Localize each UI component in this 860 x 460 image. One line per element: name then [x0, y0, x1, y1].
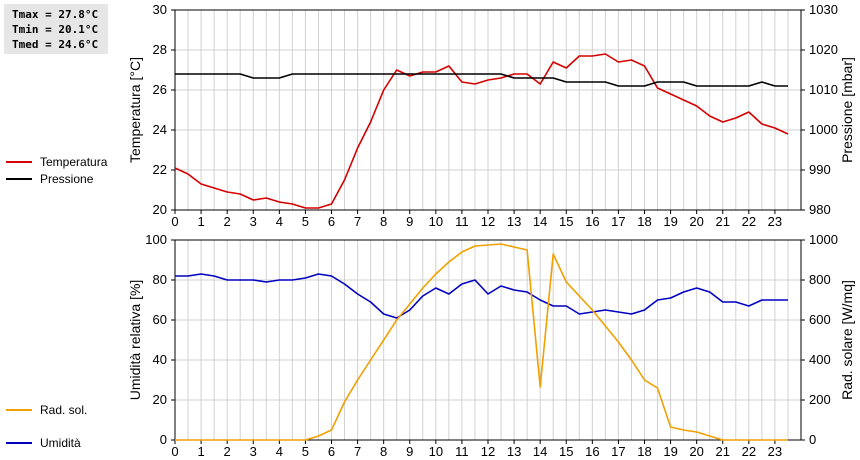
x-tick-label: 21 [716, 444, 730, 459]
x-tick-label: 15 [559, 214, 573, 229]
x-tick-label: 4 [276, 444, 283, 459]
legend-label-rad-sol: Rad. sol. [40, 403, 88, 417]
series-line-umidit [175, 273, 788, 319]
x-tick-label: 18 [637, 214, 651, 229]
y-left-tick-label: 80 [153, 272, 167, 287]
y-left-tick-label: 30 [153, 2, 167, 17]
x-tick-label: 7 [354, 444, 361, 459]
x-tick-label: 17 [611, 444, 625, 459]
x-tick-label: 22 [742, 214, 756, 229]
x-tick-label: 17 [611, 214, 625, 229]
x-tick-label: 13 [507, 444, 521, 459]
x-tick-label: 9 [406, 214, 413, 229]
y-right-tick-label: 800 [809, 272, 831, 287]
y-right-tick-label: 200 [809, 392, 831, 407]
x-tick-label: 5 [302, 214, 309, 229]
y-left-tick-label: 100 [145, 232, 167, 247]
legend-label-pressione: Pressione [40, 172, 94, 186]
x-tick-label: 11 [455, 444, 469, 459]
x-tick-label: 6 [328, 214, 335, 229]
x-tick-label: 9 [406, 444, 413, 459]
series-line-rad-sol [175, 243, 788, 441]
y-left-tick-label: 0 [160, 432, 167, 447]
y-left-tick-label: 26 [153, 82, 167, 97]
x-tick-label: 4 [276, 214, 283, 229]
x-tick-label: 20 [689, 214, 703, 229]
legend-swatch-temperatura [6, 161, 32, 163]
series-line-temperatura [174, 53, 789, 209]
x-tick-label: 20 [689, 444, 703, 459]
legend-swatch-rad-sol [6, 409, 32, 411]
x-tick-label: 0 [171, 444, 178, 459]
x-tick-label: 2 [224, 444, 231, 459]
x-tick-label: 1 [197, 444, 204, 459]
y-left-tick-label: 60 [153, 312, 167, 327]
x-tick-label: 21 [716, 214, 730, 229]
x-tick-label: 0 [171, 214, 178, 229]
y-right-tick-label: 980 [809, 202, 831, 217]
stats-box: Tmax = 27.8°C Tmin = 20.1°C Tmed = 24.6°… [4, 4, 108, 54]
x-tick-label: 19 [663, 444, 677, 459]
y-right-tick-label: 1030 [809, 2, 838, 17]
x-tick-label: 22 [742, 444, 756, 459]
x-tick-label: 15 [559, 444, 573, 459]
x-tick-label: 12 [481, 214, 495, 229]
x-tick-label: 1 [197, 214, 204, 229]
series-line-pressione [175, 73, 788, 87]
y-left-axis-label: Umidità relativa [%] [127, 280, 143, 401]
x-tick-label: 12 [481, 444, 495, 459]
y-left-axis-label: Temperatura [°C] [127, 57, 143, 163]
y-right-tick-label: 1020 [809, 42, 838, 57]
x-tick-label: 18 [637, 444, 651, 459]
y-right-tick-label: 990 [809, 162, 831, 177]
y-right-tick-label: 1000 [809, 232, 838, 247]
legend-label-temperatura: Temperatura [40, 155, 108, 169]
y-right-axis-label: Rad. solare [W/mq] [839, 280, 855, 400]
y-right-tick-label: 1010 [809, 82, 838, 97]
x-tick-label: 14 [533, 214, 547, 229]
stat-tmin: Tmin = 20.1°C [12, 23, 99, 36]
x-tick-label: 23 [768, 214, 782, 229]
y-left-tick-label: 22 [153, 162, 167, 177]
x-tick-label: 11 [455, 214, 469, 229]
y-right-tick-label: 600 [809, 312, 831, 327]
x-tick-label: 8 [380, 214, 387, 229]
legend-swatch-umidita [6, 442, 32, 444]
x-tick-label: 16 [585, 214, 599, 229]
y-left-tick-label: 20 [153, 202, 167, 217]
x-tick-label: 19 [663, 214, 677, 229]
y-right-tick-label: 0 [809, 432, 816, 447]
x-tick-label: 5 [302, 444, 309, 459]
x-tick-label: 10 [429, 444, 443, 459]
y-left-tick-label: 28 [153, 42, 167, 57]
x-tick-label: 14 [533, 444, 547, 459]
x-tick-label: 8 [380, 444, 387, 459]
x-tick-label: 3 [250, 444, 257, 459]
x-tick-label: 2 [224, 214, 231, 229]
y-right-tick-label: 400 [809, 352, 831, 367]
x-tick-label: 13 [507, 214, 521, 229]
stat-tmax: Tmax = 27.8°C [12, 8, 99, 21]
y-right-tick-label: 1000 [809, 122, 838, 137]
x-tick-label: 16 [585, 444, 599, 459]
legend-swatch-pressione [6, 178, 32, 180]
x-tick-label: 7 [354, 214, 361, 229]
y-left-tick-label: 24 [153, 122, 167, 137]
legend-label-umidita: Umidità [40, 436, 81, 450]
y-left-tick-label: 40 [153, 352, 167, 367]
stat-tmed: Tmed = 24.6°C [12, 38, 99, 51]
y-right-axis-label: Pressione [mbar] [839, 57, 855, 163]
x-tick-label: 10 [429, 214, 443, 229]
x-tick-label: 6 [328, 444, 335, 459]
x-tick-label: 3 [250, 214, 257, 229]
y-left-tick-label: 20 [153, 392, 167, 407]
x-tick-label: 23 [768, 444, 782, 459]
